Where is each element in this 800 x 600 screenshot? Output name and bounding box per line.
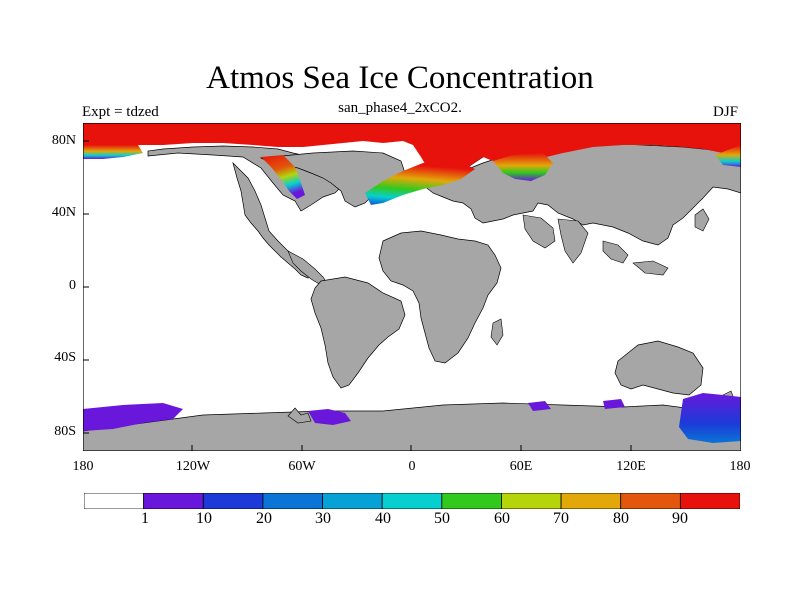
land-southeast-asia: [602, 240, 629, 264]
colorbar-box-6: [441, 493, 502, 509]
axis-ticks: [83, 140, 632, 451]
colorbar-box-3: [262, 493, 323, 509]
colorbar-box-10: [679, 493, 740, 509]
sea-ice-ross-sea-west: [83, 403, 183, 431]
lat-label-80s: 80S: [54, 424, 76, 439]
land-antarctica: [83, 400, 741, 451]
lat-label-40n: 40N: [51, 205, 76, 220]
lat-label-80n: 80N: [51, 133, 76, 148]
lon-label-60w: 60W: [288, 459, 316, 474]
lon-label-120w: 120W: [175, 459, 211, 474]
lat-label-40s: 40S: [54, 350, 76, 365]
land-indonesia: [632, 260, 669, 276]
colorbar-label-90: 90: [672, 510, 688, 527]
colorbar-label-50: 50: [434, 510, 450, 527]
land-antarctic-peninsula: [287, 407, 312, 424]
map-title: Atmos Sea Ice Concentration: [206, 60, 594, 96]
colorbar-box-4: [322, 493, 383, 509]
lon-label-60e: 60E: [509, 459, 533, 474]
land-japan: [694, 208, 710, 232]
colorbar-label-1: 1: [141, 510, 149, 527]
sea-ice-ross-sea-east: [679, 393, 741, 443]
colorbar-label-10: 10: [196, 510, 212, 527]
colorbar-label-40: 40: [375, 510, 391, 527]
sea-ice-arctic: [83, 123, 741, 183]
sea-ice-bering: [83, 145, 143, 159]
colorbar-label-70: 70: [553, 510, 569, 527]
sea-ice-weddell: [308, 409, 351, 425]
land-madagascar: [490, 318, 504, 346]
colorbar-label-80: 80: [613, 510, 629, 527]
land-south-america: [310, 276, 406, 389]
land-australia: [614, 340, 704, 396]
land-arabia: [522, 214, 556, 249]
land-india: [557, 218, 589, 264]
colorbar-box-5: [381, 493, 443, 509]
lon-label-0: 0: [408, 459, 416, 474]
land-africa: [378, 230, 502, 364]
sea-ice-east-2: [603, 399, 625, 409]
sea-ice-map: [83, 123, 741, 451]
lat-label-0: 0: [69, 278, 76, 293]
sea-ice-okhotsk: [715, 145, 741, 167]
sea-ice-barents: [493, 153, 553, 181]
map-subtitle: san_phase4_2xCO2.: [338, 100, 462, 116]
sea-ice-north-atlantic: [365, 161, 475, 205]
colorbar-box-7: [501, 493, 562, 509]
lon-label-180e: 180: [729, 459, 751, 474]
colorbar-box-9: [620, 493, 681, 509]
colorbar-box-8: [560, 493, 622, 509]
experiment-label: Expt = tdzed: [82, 104, 159, 120]
lon-label-180w: 180: [72, 459, 94, 474]
lon-label-120e: 120E: [616, 459, 646, 474]
colorbar-box-2: [202, 493, 264, 509]
colorbar-box-0: [84, 493, 145, 509]
colorbar-label-20: 20: [256, 510, 272, 527]
season-label: DJF: [712, 104, 738, 120]
sea-ice-east-1: [528, 401, 551, 411]
colorbar-label-30: 30: [315, 510, 331, 527]
sea-ice-hudson: [261, 155, 305, 199]
colorbar: [84, 493, 740, 509]
colorbar-label-60: 60: [494, 510, 510, 527]
colorbar-box-1: [143, 493, 204, 509]
